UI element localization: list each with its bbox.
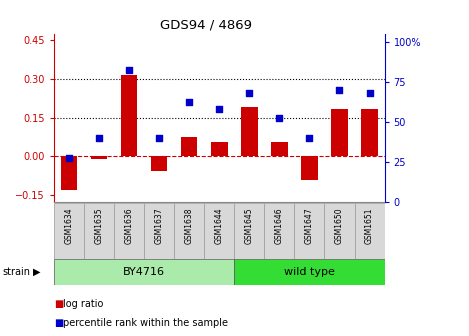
Bar	[265, 203, 295, 259]
Point	[185, 100, 193, 105]
Bar	[331, 109, 348, 156]
Text: percentile rank within the sample: percentile rank within the sample	[63, 318, 228, 328]
Bar	[234, 203, 265, 259]
Text: GSM1647: GSM1647	[305, 208, 314, 244]
Point	[65, 156, 73, 161]
Text: strain: strain	[2, 267, 30, 277]
Bar	[301, 156, 318, 180]
Bar	[54, 259, 234, 285]
Bar	[355, 203, 385, 259]
Point	[276, 116, 283, 121]
Point	[336, 87, 343, 92]
Text: ■: ■	[54, 318, 63, 328]
Text: GDS94 / 4869: GDS94 / 4869	[160, 18, 252, 32]
Point	[366, 90, 373, 95]
Bar	[144, 203, 174, 259]
Text: GSM1650: GSM1650	[335, 208, 344, 244]
Bar	[234, 259, 385, 285]
Bar	[181, 137, 197, 156]
Bar	[91, 156, 107, 159]
Text: GSM1644: GSM1644	[215, 208, 224, 244]
Text: log ratio: log ratio	[63, 299, 104, 309]
Bar	[174, 203, 204, 259]
Bar	[271, 142, 287, 156]
Point	[215, 106, 223, 112]
Bar	[241, 107, 257, 156]
Text: GSM1638: GSM1638	[185, 208, 194, 244]
Text: GSM1634: GSM1634	[64, 208, 74, 244]
Point	[155, 135, 163, 140]
Text: ■: ■	[54, 299, 63, 309]
Bar	[61, 156, 77, 190]
Text: BY4716: BY4716	[123, 267, 165, 277]
Text: ▶: ▶	[33, 267, 40, 277]
Text: GSM1645: GSM1645	[245, 208, 254, 244]
Bar	[361, 109, 378, 156]
Point	[125, 68, 133, 73]
Bar	[84, 203, 114, 259]
Text: wild type: wild type	[284, 267, 335, 277]
Text: GSM1646: GSM1646	[275, 208, 284, 244]
Point	[306, 135, 313, 140]
Text: GSM1635: GSM1635	[95, 208, 104, 244]
Bar	[325, 203, 355, 259]
Bar	[114, 203, 144, 259]
Text: GSM1651: GSM1651	[365, 208, 374, 244]
Bar	[295, 203, 325, 259]
Bar	[121, 75, 137, 156]
Text: GSM1636: GSM1636	[125, 208, 134, 244]
Bar	[151, 156, 167, 171]
Text: GSM1637: GSM1637	[155, 208, 164, 244]
Point	[95, 135, 103, 140]
Bar	[204, 203, 234, 259]
Bar	[54, 203, 84, 259]
Bar	[211, 142, 227, 156]
Point	[246, 90, 253, 95]
